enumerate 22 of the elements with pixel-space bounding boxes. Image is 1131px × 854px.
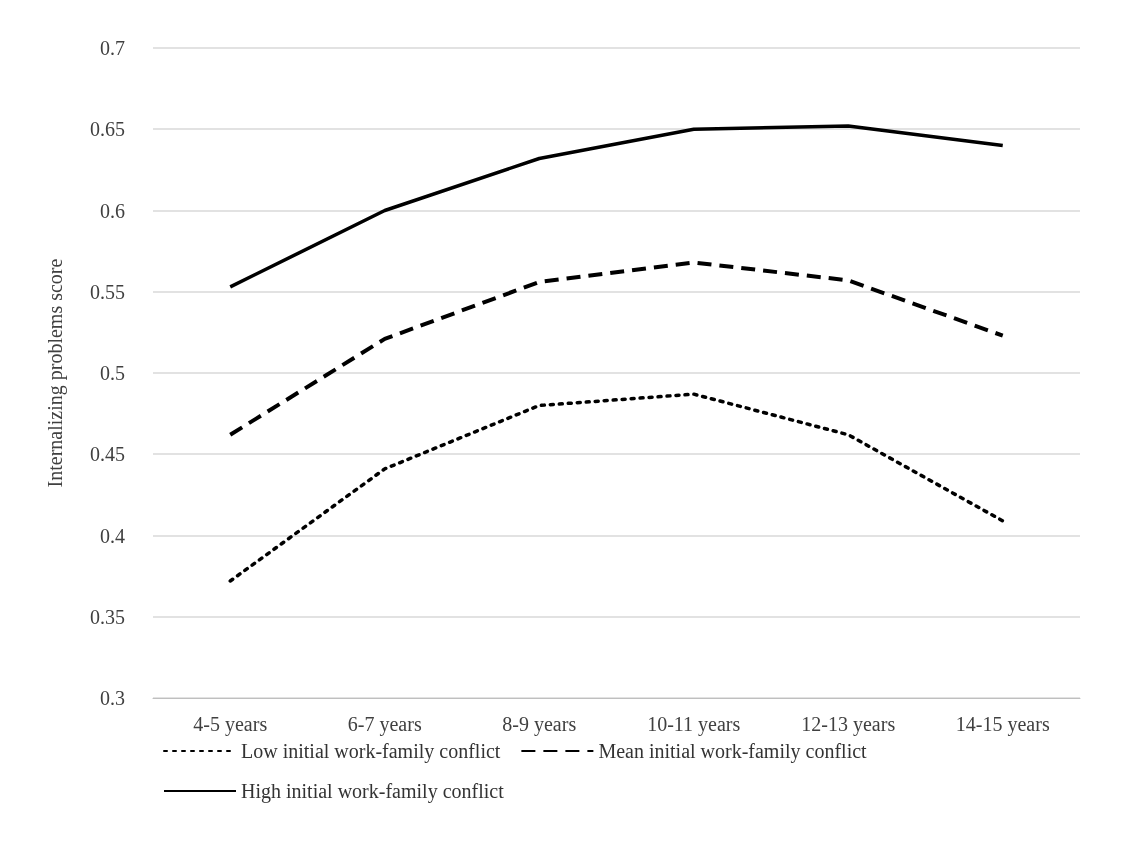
x-tick-label: 4-5 years <box>193 713 268 736</box>
y-tick-label: 0.3 <box>100 687 125 709</box>
line-series <box>228 392 1005 583</box>
y-tick-label: 0.55 <box>90 280 125 303</box>
y-tick-label: 0.5 <box>100 362 125 384</box>
y-axis-title: Internalizing problems score <box>44 258 67 488</box>
legend-label: Mean initial work-family conflict <box>598 740 868 763</box>
x-tick-label: 10-11 years <box>647 713 741 736</box>
line-series <box>228 124 1005 289</box>
legend-label: High initial work-family conflict <box>241 780 505 803</box>
y-tick-label: 0.6 <box>100 199 125 222</box>
x-tick-label: 12-13 years <box>801 713 896 736</box>
legend-label: Low initial work-family conflict <box>241 740 501 763</box>
x-tick-label: 14-15 years <box>955 713 1050 736</box>
y-tick-label: 0.4 <box>100 524 125 547</box>
y-tick-label: 0.35 <box>90 605 125 628</box>
y-tick-label: 0.7 <box>100 37 125 59</box>
x-tick-label: 8-9 years <box>502 713 577 736</box>
line-series <box>228 260 1005 437</box>
y-tick-label: 0.65 <box>90 118 125 141</box>
y-tick-label: 0.45 <box>90 443 125 466</box>
x-tick-label: 6-7 years <box>347 713 422 736</box>
